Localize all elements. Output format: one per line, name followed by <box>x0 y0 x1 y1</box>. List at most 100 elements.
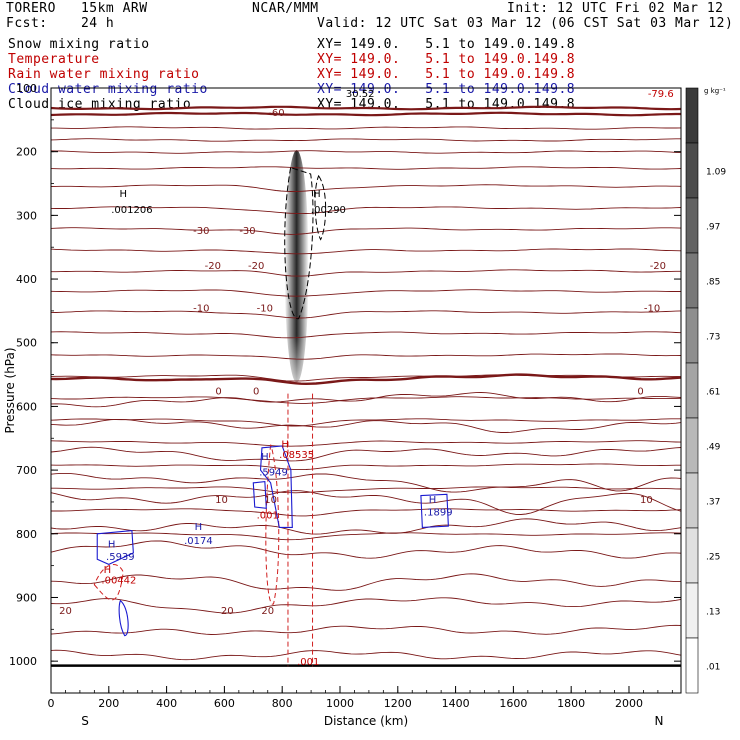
model-title: TORERO 15km ARW <box>6 1 148 16</box>
isotherm-line <box>51 269 681 277</box>
field-name-temperature: Temperature <box>8 52 100 67</box>
colorbar-tick-label: .85 <box>706 278 720 288</box>
extremum-label: .5949 <box>259 467 288 478</box>
colorbar-bin <box>685 307 699 364</box>
rain-contour <box>287 393 314 667</box>
extremum-label: H <box>119 189 127 200</box>
isotherm-line <box>50 418 681 427</box>
x-tick-label: 2000 <box>615 697 643 710</box>
isotherm-label: -20 <box>205 261 221 272</box>
x-tick-label: 1200 <box>384 697 412 710</box>
field-xy-temperature: XY= 149.0. 5.1 to 149.0.149.8 <box>317 52 576 67</box>
extremum-label: -79.6 <box>648 89 674 100</box>
isotherm-line <box>50 310 682 319</box>
colorbar-tick-label: .01 <box>706 663 720 673</box>
plot-frame <box>50 87 682 694</box>
cloud-water-contour <box>259 445 293 528</box>
isotherm-label: 0 <box>637 387 643 398</box>
field-xy-snow: XY= 149.0. 5.1 to 149.0.149.8 <box>317 37 576 52</box>
isotherm-line <box>50 166 682 170</box>
colorbar-bin <box>685 197 699 254</box>
extremum-label: .0174 <box>184 536 213 547</box>
isotherm-line <box>50 289 681 297</box>
isotherm-label: 10 <box>264 495 277 506</box>
isotherm-label: -10 <box>257 304 273 315</box>
x-tick-label: 0 <box>48 697 55 710</box>
colorbar-bin <box>685 87 699 144</box>
x-tick-label: 600 <box>214 697 235 710</box>
isotherm-zero-line <box>50 373 682 386</box>
cloud-water-contour <box>252 480 267 509</box>
x-tick-label: 1800 <box>557 697 585 710</box>
colorbar-tick-label: .73 <box>706 333 720 343</box>
isotherm-line <box>50 184 682 192</box>
isotherm-line <box>50 532 682 541</box>
forecast-hour: Fcst: 24 h <box>6 16 115 31</box>
isotherm-label: 20 <box>221 606 234 617</box>
isotherm-label: -10 <box>644 304 660 315</box>
south-label: S <box>81 714 89 728</box>
y-tick-label: 300 <box>16 209 37 222</box>
extremum-label: H <box>261 452 269 463</box>
isotherm-line <box>50 624 682 635</box>
colorbar-bin <box>685 472 699 529</box>
isotherm-label: -20 <box>650 261 666 272</box>
extremum-label: H <box>104 565 112 576</box>
cloud-water-contour <box>118 599 129 637</box>
extremum-label: H <box>195 522 203 533</box>
extremum-label: .00442 <box>101 576 136 587</box>
isotherm-line <box>50 446 682 462</box>
colorbar-bin <box>685 142 699 199</box>
y-tick-label: 900 <box>16 591 37 604</box>
north-label: N <box>655 714 664 728</box>
isotherm-line <box>50 573 681 591</box>
isotherm-line <box>50 227 682 235</box>
colorbar-tick-label: .61 <box>706 388 720 398</box>
colorbar-bin <box>685 417 699 474</box>
colorbar-bin <box>685 527 699 584</box>
isotherm-label: -10 <box>193 304 209 315</box>
extremum-label: H <box>429 495 437 506</box>
isotherm-label: 20 <box>59 606 72 617</box>
cloud-ice-contour <box>314 174 327 241</box>
y-tick-label: 100 <box>16 82 37 95</box>
isotherm-line <box>50 105 682 111</box>
rain-contour <box>265 444 280 605</box>
y-tick-label: 200 <box>16 146 37 159</box>
colorbar-tick-label: .37 <box>706 498 720 508</box>
isotherm-label: -60 <box>268 108 284 119</box>
y-tick-label: 700 <box>16 464 37 477</box>
isotherm-line <box>50 463 681 471</box>
colorbar-unit: g kg⁻¹ <box>704 87 726 95</box>
isotherm-line <box>50 248 682 255</box>
isotherm-line <box>50 396 682 404</box>
colorbar-tick-label: .97 <box>706 223 720 233</box>
colorbar-bin <box>685 582 699 639</box>
isotherm-line <box>50 518 682 535</box>
isotherm-line <box>50 150 682 154</box>
y-tick-label: 600 <box>16 400 37 413</box>
cloud-water-contour <box>420 493 449 528</box>
colorbar-tick-label: .25 <box>706 553 720 563</box>
extremum-label: .5939 <box>106 552 135 563</box>
cloud-ice-contour <box>284 166 314 320</box>
y-tick-label: 800 <box>16 528 37 541</box>
isotherm-line <box>50 597 682 614</box>
isotherm-label: -20 <box>248 261 264 272</box>
isotherm-line <box>50 472 682 493</box>
extremum-label: .1899 <box>424 508 453 519</box>
isotherm-label: 0 <box>253 387 259 398</box>
isotherm-line <box>50 331 682 339</box>
colorbar-bin <box>685 362 699 419</box>
colorbar-tick-label: .49 <box>706 443 721 453</box>
init-time: Init: 12 UTC Fri 02 Mar 12 <box>507 1 724 16</box>
isotherm-line <box>51 126 682 130</box>
field-name-snow: Snow mixing ratio <box>8 37 150 52</box>
colorbar-bin <box>685 637 699 694</box>
extremum-label: .08535 <box>279 450 314 461</box>
field-name-cloud-water: Cloud water mixing ratio <box>8 82 208 97</box>
isotherm-label: 10 <box>640 495 653 506</box>
extremum-label: .001206 <box>111 205 152 216</box>
isotherm-line <box>50 111 681 117</box>
extremum-label: H <box>313 189 321 200</box>
